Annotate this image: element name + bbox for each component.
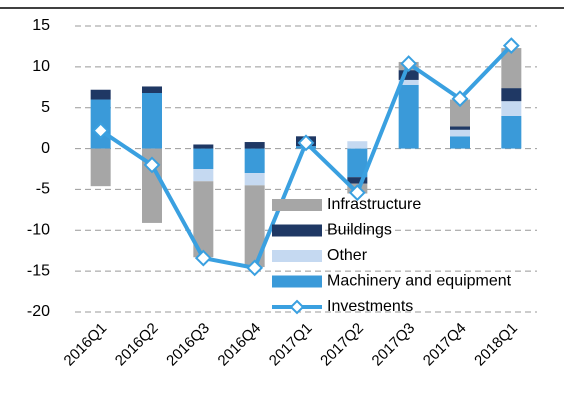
- bar-segment: [142, 93, 162, 149]
- bar-segment: [193, 148, 214, 169]
- bar-segment: [193, 169, 214, 182]
- y-tick-label: -10: [27, 222, 50, 239]
- marker: [348, 184, 366, 202]
- legend-label: Investments: [327, 298, 413, 315]
- bar-segment: [142, 86, 162, 94]
- marker: [194, 249, 212, 267]
- bar-segment: [193, 144, 214, 149]
- bar-segment: [90, 148, 111, 187]
- x-tick-label: 2018Q1: [471, 320, 521, 370]
- legend-swatch: [272, 275, 322, 288]
- x-tick-label: 2016Q4: [215, 320, 265, 370]
- x-tick-label: 2017Q4: [420, 320, 470, 370]
- legend-label: Machinery and equipment: [327, 273, 512, 290]
- legend-swatch: [272, 199, 322, 211]
- bar-segment: [398, 70, 419, 80]
- legend-marker: [289, 299, 305, 315]
- bar-segment: [347, 148, 368, 178]
- bar-segment: [244, 148, 265, 174]
- bar-segment: [244, 185, 265, 268]
- marker: [92, 122, 110, 140]
- bar-segment: [450, 126, 470, 130]
- bar-segment: [501, 101, 522, 116]
- bar-segment: [501, 115, 522, 149]
- bar-segment: [501, 48, 522, 89]
- bar-segment: [398, 84, 419, 149]
- legend-swatch: [272, 250, 322, 262]
- bar-segment: [347, 141, 368, 149]
- y-tick-label: 15: [32, 17, 50, 34]
- bar-segment: [244, 142, 265, 149]
- y-tick-label: 0: [41, 140, 50, 157]
- bar-segment: [501, 88, 522, 102]
- marker: [297, 134, 315, 152]
- y-tick-label: 10: [32, 58, 50, 75]
- marker: [246, 259, 264, 277]
- legend-label: Other: [327, 247, 368, 264]
- legend-label: Infrastructure: [327, 196, 421, 213]
- y-tick-label: -5: [36, 181, 50, 198]
- y-tick-label: 5: [41, 99, 50, 116]
- bar-segment: [90, 89, 111, 100]
- y-tick-label: -20: [27, 303, 50, 320]
- legend-label: Buildings: [327, 222, 392, 239]
- marker: [451, 90, 469, 108]
- marker: [400, 55, 418, 73]
- bar-segment: [347, 177, 368, 184]
- x-tick-label: 2017Q3: [369, 320, 419, 370]
- bar-segment: [398, 79, 419, 85]
- x-tick-label: 2017Q1: [266, 320, 316, 370]
- marker: [143, 156, 161, 174]
- bar-segment: [450, 136, 470, 149]
- x-tick-label: 2016Q3: [163, 320, 213, 370]
- bar-segment: [193, 181, 214, 258]
- bar-segment: [450, 129, 470, 137]
- x-tick-label: 2017Q2: [317, 320, 367, 370]
- marker: [502, 37, 520, 55]
- bar-segment: [244, 173, 265, 186]
- y-tick-label: -15: [27, 262, 50, 279]
- x-tick-label: 2016Q2: [112, 320, 162, 370]
- x-tick-label: 2016Q1: [61, 320, 111, 370]
- legend-swatch: [272, 224, 322, 237]
- bar-segment: [450, 99, 470, 127]
